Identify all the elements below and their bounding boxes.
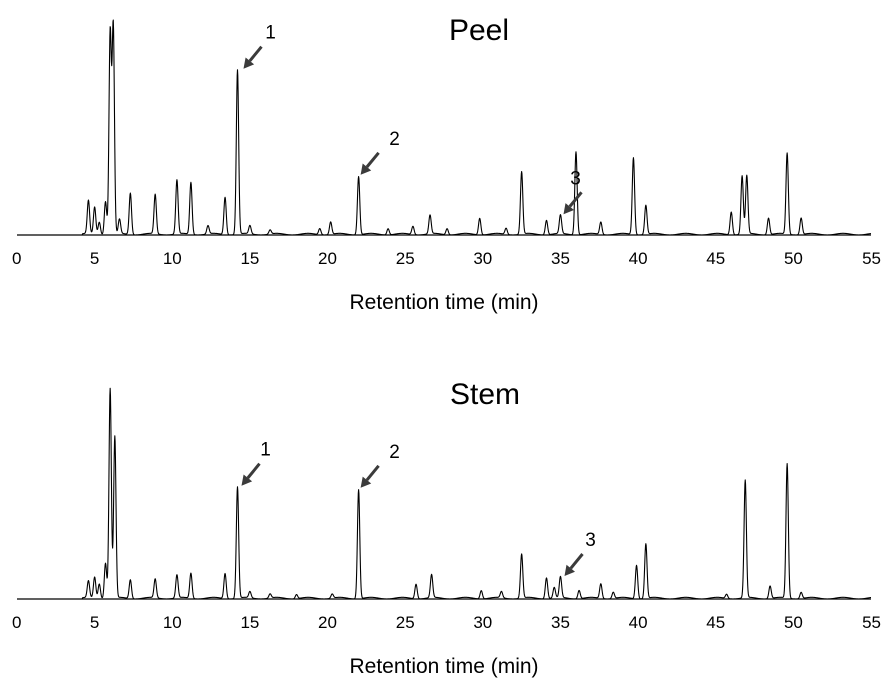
peel-peak-label-1: 1 bbox=[265, 23, 276, 44]
stem-x-tick-label: 35 bbox=[551, 613, 570, 632]
stem-panel: Stem 0 5 10 15 20 25 30 35 40 45 50 55 1 2 3 Retentio… bbox=[12, 378, 881, 678]
stem-peak-label-2: 2 bbox=[389, 442, 400, 463]
peel-x-tick-label: 10 bbox=[163, 249, 182, 268]
stem-x-tick-label: 55 bbox=[862, 613, 881, 632]
peel-trace bbox=[16, 19, 872, 236]
stem-peak-arrow-shaft bbox=[246, 462, 261, 479]
peel-x-tick-label: 20 bbox=[318, 249, 337, 268]
peel-peak-label-2: 2 bbox=[389, 129, 400, 150]
peel-x-tick-label: 50 bbox=[784, 249, 803, 268]
peel-x-tick-label: 55 bbox=[862, 249, 881, 268]
peel-title: Peel bbox=[449, 14, 509, 47]
stem-x-tick-label: 45 bbox=[706, 613, 725, 632]
stem-title: Stem bbox=[450, 378, 520, 411]
peel-x-ticks: 0 5 10 15 20 25 30 35 40 45 50 55 bbox=[12, 249, 881, 268]
peel-peak-arrow-shaft bbox=[568, 191, 583, 208]
stem-peak-label-3: 3 bbox=[585, 530, 596, 551]
peel-x-tick-label: 30 bbox=[473, 249, 492, 268]
stem-x-tick-label: 10 bbox=[163, 613, 182, 632]
stem-x-tick-label: 30 bbox=[473, 613, 492, 632]
stem-peak-arrow-shaft bbox=[569, 553, 584, 570]
peel-peak-arrow-shaft bbox=[365, 151, 380, 168]
stem-x-axis-label: Retention time (min) bbox=[349, 655, 538, 678]
stem-x-tick-label: 50 bbox=[784, 613, 803, 632]
peel-x-tick-label: 35 bbox=[551, 249, 570, 268]
peel-peak-label-3: 3 bbox=[570, 168, 581, 189]
stem-x-tick-label: 25 bbox=[396, 613, 415, 632]
stem-x-tick-label: 15 bbox=[240, 613, 259, 632]
peel-peak-arrow-head bbox=[243, 57, 255, 69]
peel-annotations: 1 2 3 bbox=[243, 23, 583, 215]
peel-x-tick-label: 15 bbox=[240, 249, 259, 268]
stem-peak-arrow-head bbox=[360, 476, 372, 488]
peel-x-tick-label: 5 bbox=[90, 249, 99, 268]
stem-x-tick-label: 40 bbox=[629, 613, 648, 632]
stem-trace bbox=[16, 387, 872, 600]
stem-peak-arrow-shaft bbox=[365, 464, 380, 482]
stem-peak-arrow-head bbox=[564, 564, 575, 576]
stem-peak-arrow-head bbox=[241, 474, 253, 486]
peel-x-axis-label: Retention time (min) bbox=[349, 291, 538, 314]
peel-panel: Peel 0 5 10 15 20 25 30 35 40 45 50 55 1 2 3 Retentio… bbox=[12, 14, 881, 314]
stem-x-tick-label: 5 bbox=[90, 613, 99, 632]
peel-x-tick-label: 45 bbox=[706, 249, 725, 268]
peel-peak-arrow-head bbox=[360, 163, 372, 175]
peel-peak-arrow-shaft bbox=[248, 45, 263, 62]
peel-x-tick-label: 0 bbox=[12, 249, 21, 268]
stem-x-ticks: 0 5 10 15 20 25 30 35 40 45 50 55 bbox=[12, 613, 881, 632]
peel-x-tick-label: 25 bbox=[396, 249, 415, 268]
stem-peak-label-1: 1 bbox=[260, 440, 271, 461]
stem-x-tick-label: 0 bbox=[12, 613, 21, 632]
stem-annotations: 1 2 3 bbox=[241, 440, 596, 576]
peel-peak-arrow-head bbox=[563, 203, 574, 215]
peel-x-tick-label: 40 bbox=[629, 249, 648, 268]
stem-x-tick-label: 20 bbox=[318, 613, 337, 632]
